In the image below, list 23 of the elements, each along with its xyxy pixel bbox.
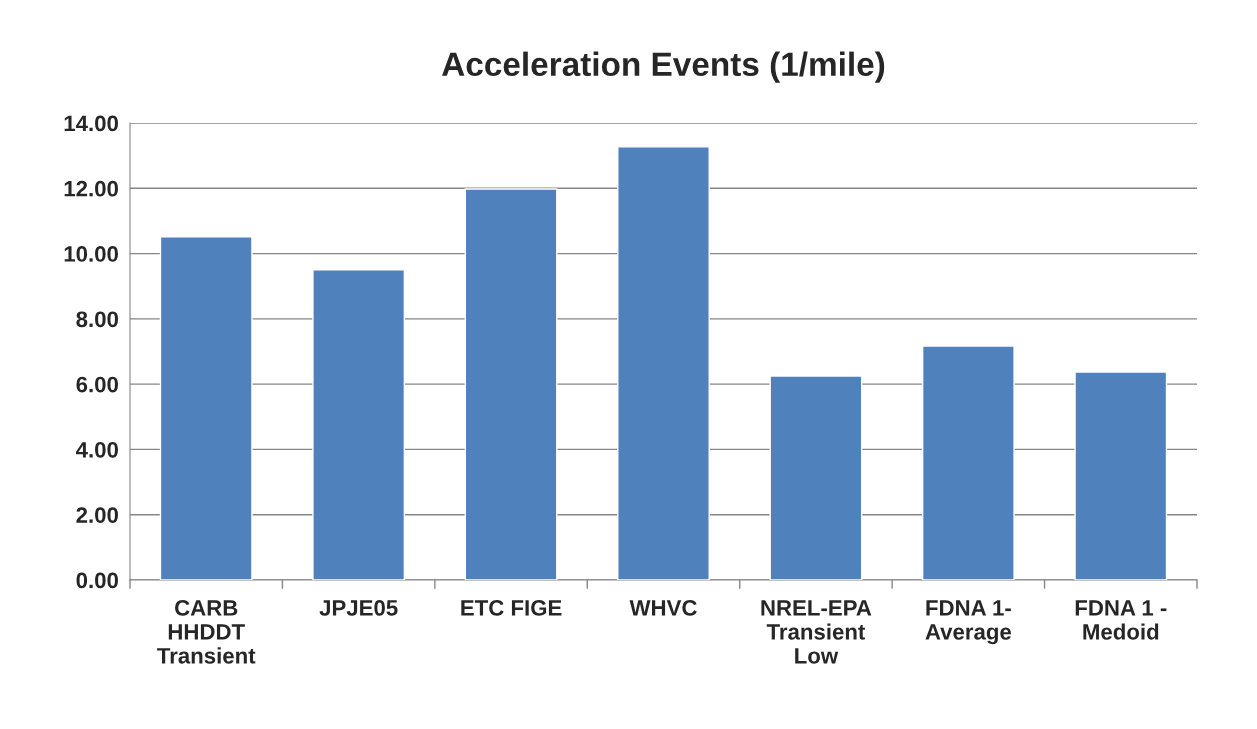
y-tick-label: 12.00 [64, 180, 118, 197]
y-tick-label: 10.00 [64, 246, 118, 262]
y-tick-label: 8.00 [76, 311, 118, 328]
x-tick-label: JPJE05 [319, 600, 398, 616]
y-tick-label: 14.00 [64, 115, 118, 132]
chart-title: Acceleration Events (1/mile) [442, 51, 885, 83]
bar [617, 146, 710, 580]
bar [159, 236, 253, 580]
y-tick-label: 2.00 [76, 507, 118, 523]
x-tick-label: FDNA 1 - Medoid [1075, 600, 1167, 640]
y-tick-label: 4.00 [75, 441, 118, 458]
bar [921, 345, 1015, 580]
x-tick-label: NREL-EPA Transient Low [761, 600, 872, 664]
y-tick-label: 6.00 [76, 376, 118, 393]
bar [464, 188, 558, 580]
x-tick-label: CARB HHDDT Transient [157, 600, 256, 664]
x-tick-label: ETC FIGE [461, 600, 562, 616]
y-tick-label: 0.00 [76, 572, 118, 589]
bar [1074, 371, 1168, 580]
x-tick-label: FDNA 1- Average [925, 600, 1012, 645]
bar [312, 269, 406, 580]
x-tick-label: WHVC [629, 600, 697, 616]
bar [769, 375, 863, 580]
